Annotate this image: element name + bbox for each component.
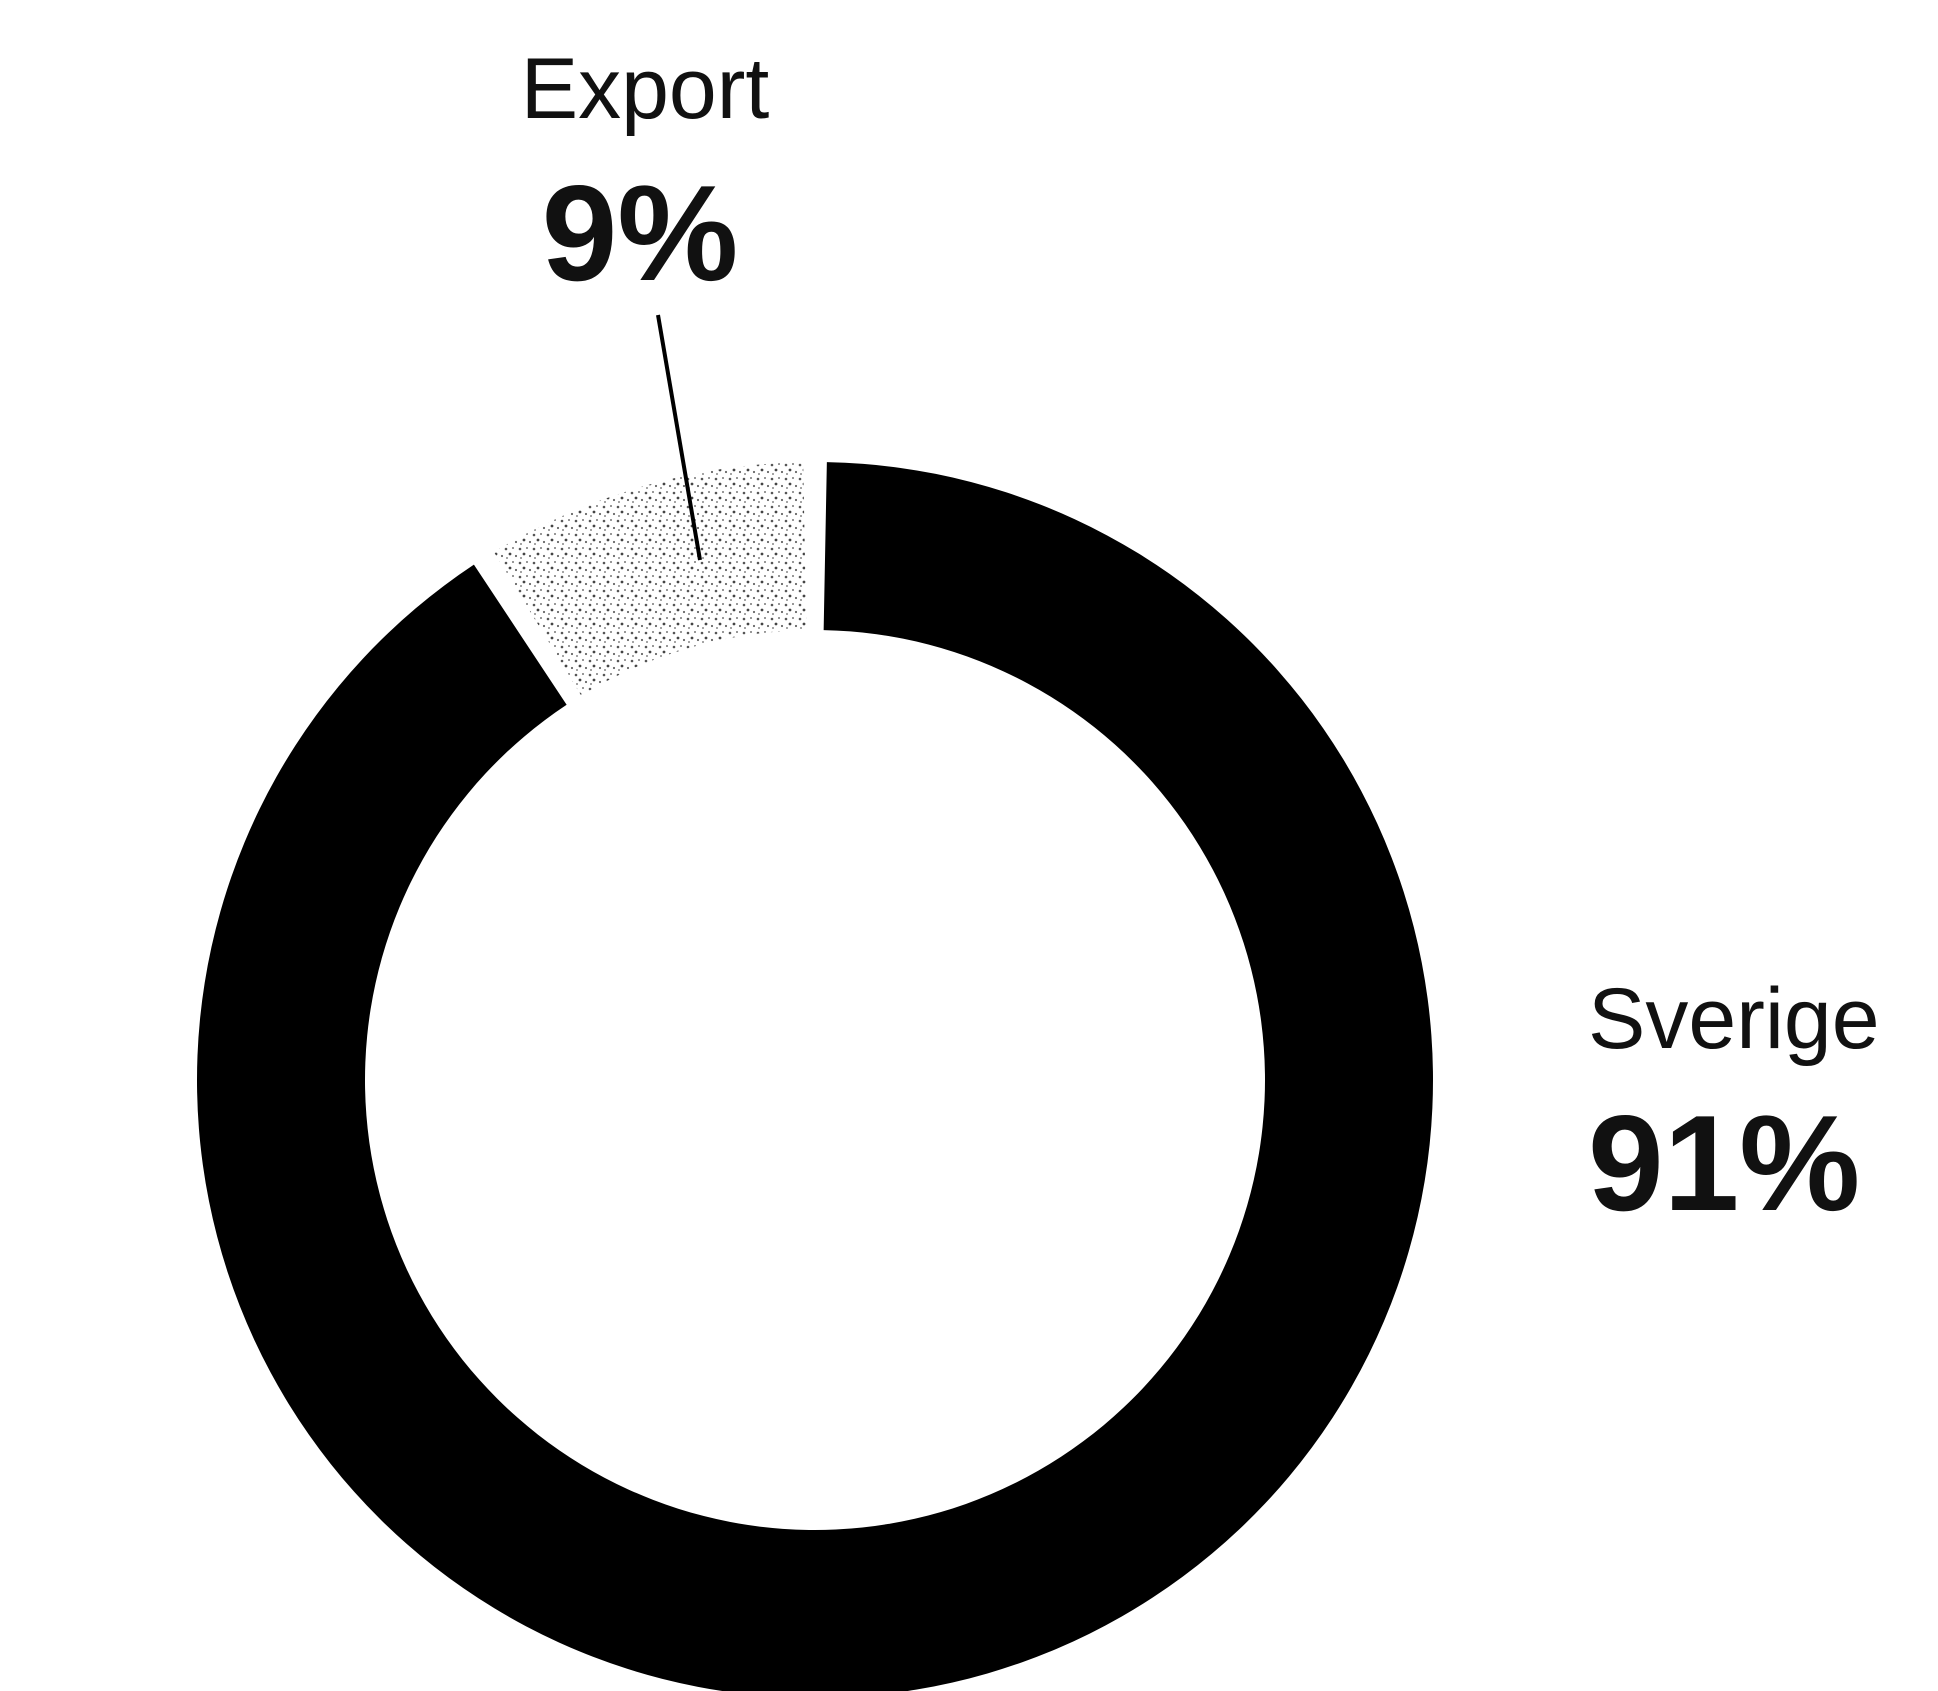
sverige-value-label: 91% [1588,1087,1860,1239]
sverige-slice-label: Sverige [1588,971,1880,1067]
donut-slices [197,462,1433,1691]
leader-lines [656,314,1430,1093]
export-value-label: 9% [542,157,739,309]
export-leader-line [656,314,702,561]
export-slice-label: Export [521,41,770,137]
donut-slice-sverige [197,462,1433,1691]
donut-slice-export [493,462,807,696]
